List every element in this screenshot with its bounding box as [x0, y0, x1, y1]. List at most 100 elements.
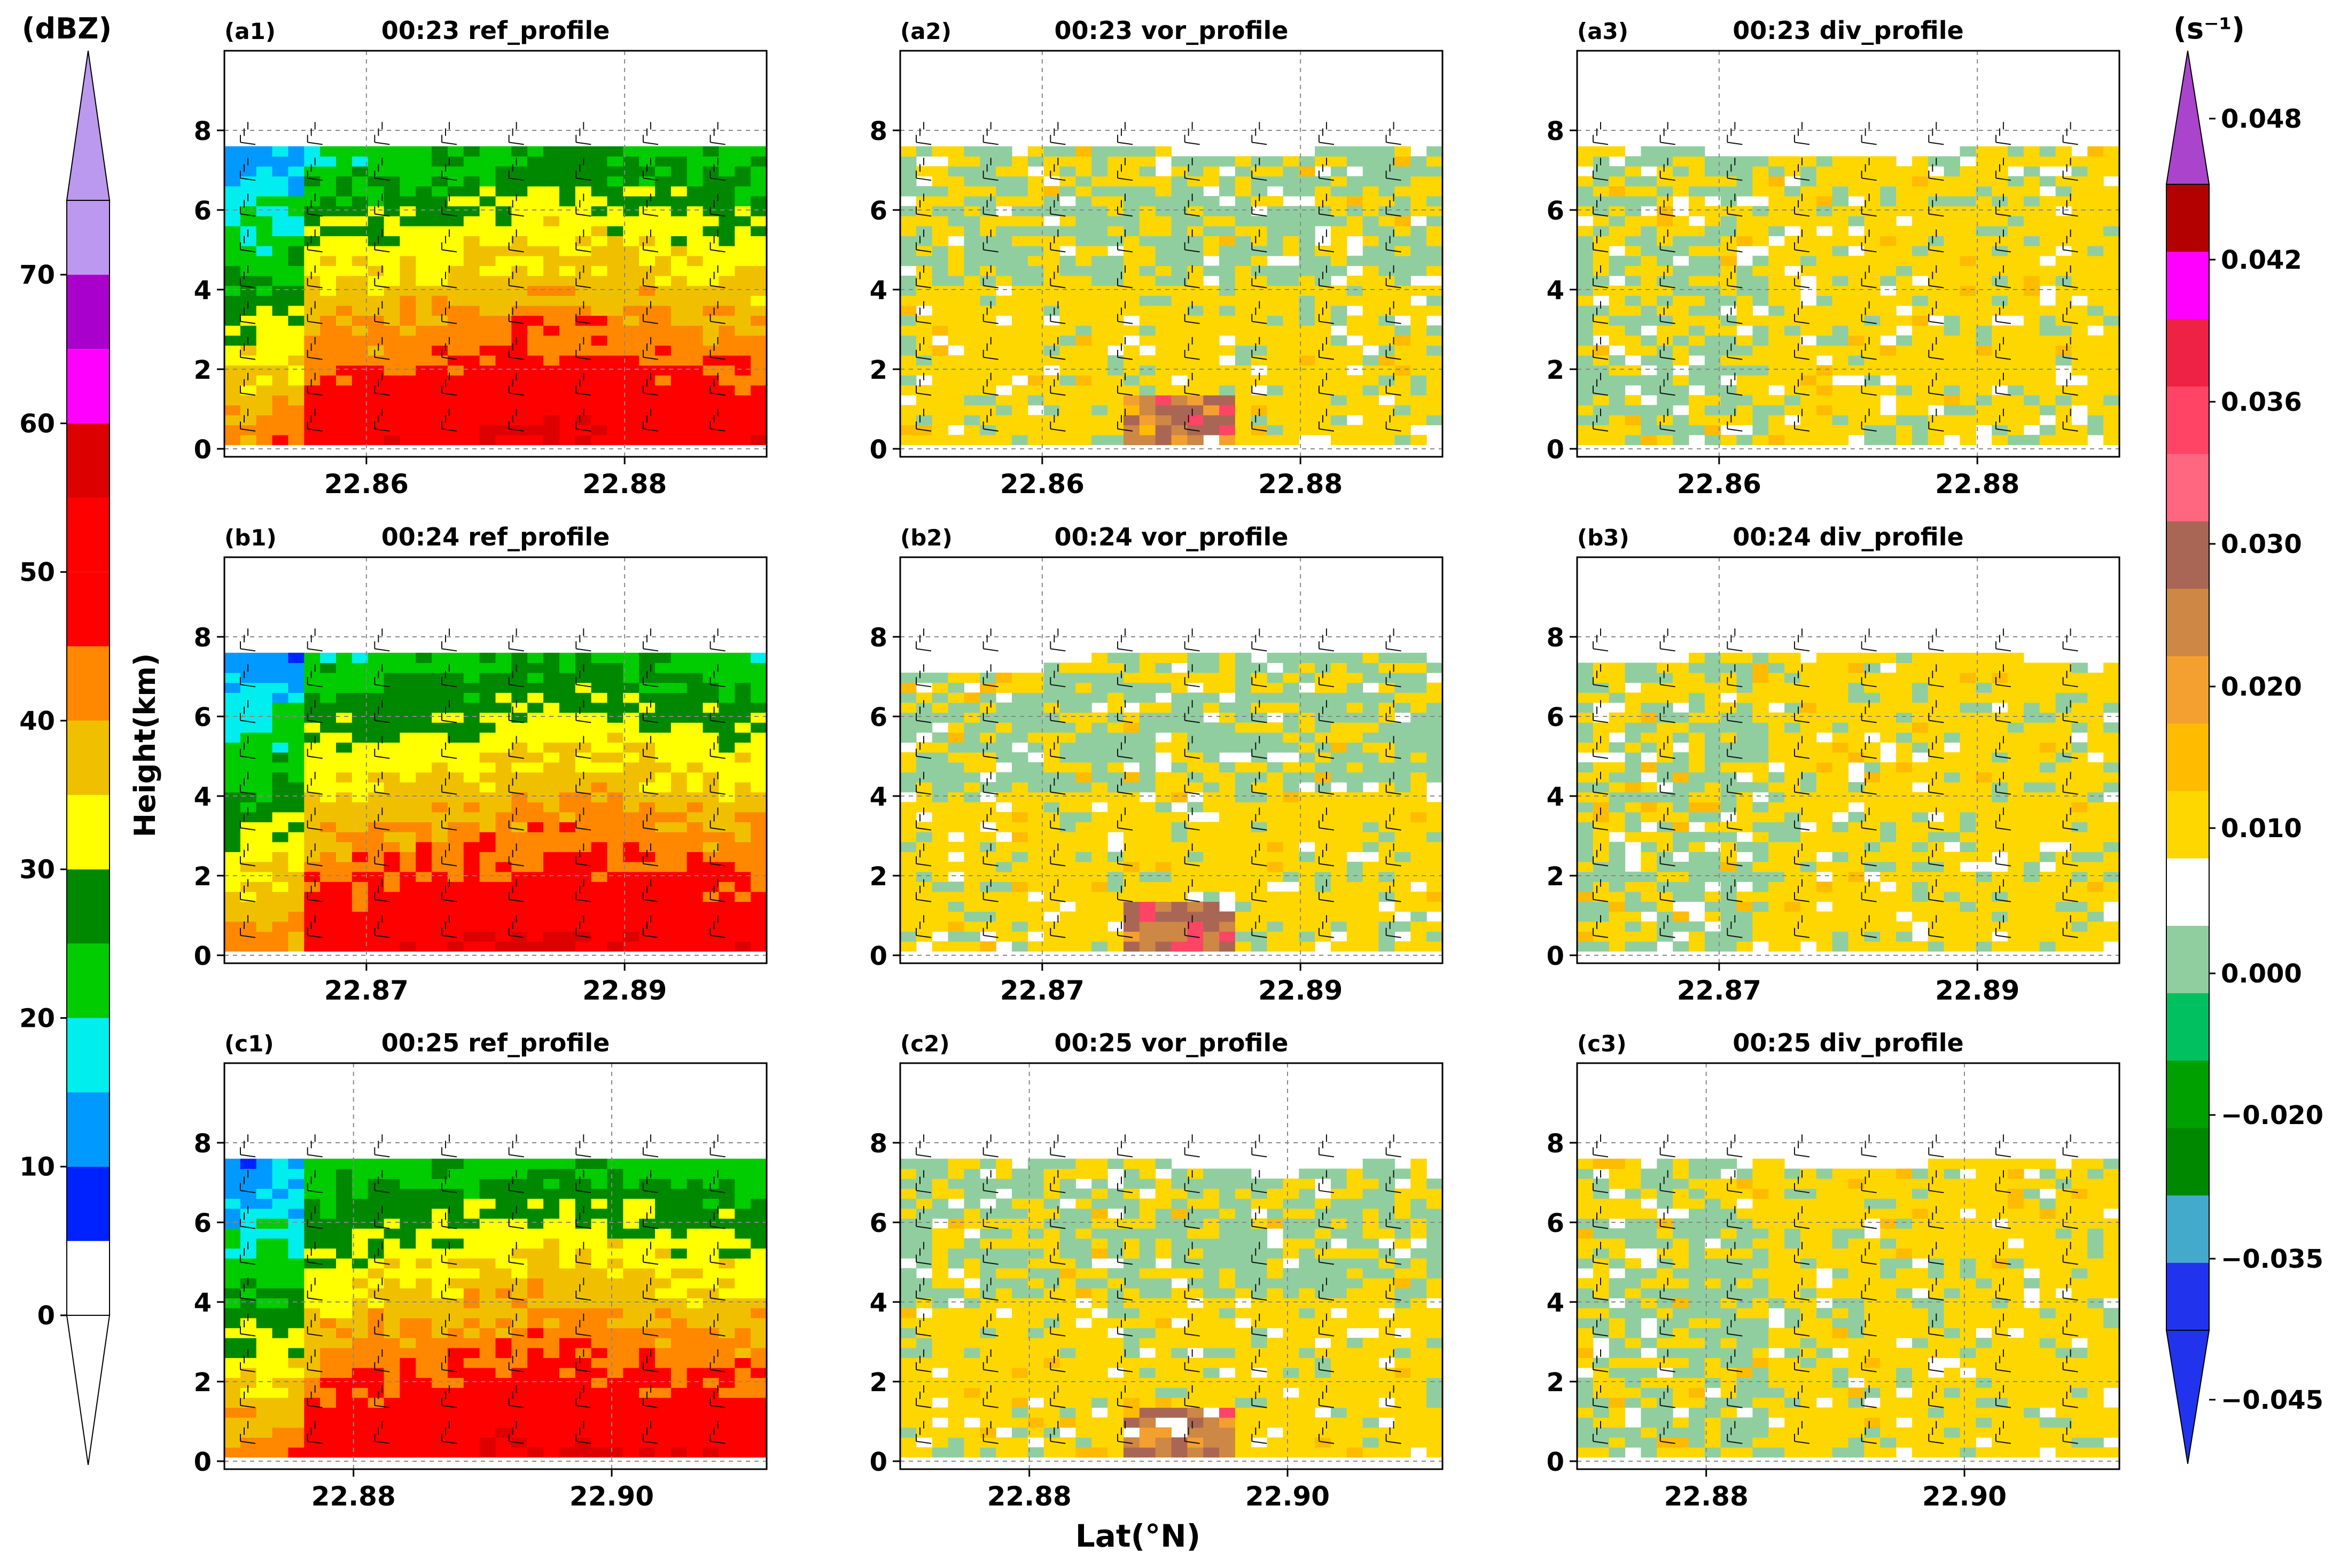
field-cell [463, 385, 480, 396]
field-cell [1139, 206, 1156, 216]
field-cell [1075, 325, 1092, 336]
field-cell [1410, 266, 1427, 276]
field-cell [1673, 325, 1689, 336]
field-cell [1027, 275, 1044, 286]
field-cell [670, 395, 688, 405]
field-cell [735, 702, 751, 713]
field-cell [2039, 405, 2056, 416]
field-cell [591, 225, 608, 237]
field-cell [1362, 405, 1379, 416]
field-cell [655, 802, 672, 813]
field-cell [1641, 186, 1657, 197]
field-cell [432, 931, 448, 942]
field-cell [2071, 236, 2088, 246]
field-cell [1394, 295, 1411, 306]
field-cell [1657, 395, 1673, 405]
field-cell [1673, 435, 1689, 446]
field-cell [1641, 146, 1657, 157]
field-cell [1139, 186, 1156, 197]
field-cell [2087, 395, 2104, 405]
field-cell [607, 931, 623, 942]
field-cell [400, 931, 416, 942]
field-cell [1784, 196, 1801, 207]
field-cell [1027, 862, 1044, 872]
left-colorbar-segment [67, 423, 110, 498]
field-cell [719, 891, 735, 902]
field-cell [1283, 941, 1299, 952]
field-cell [1027, 911, 1044, 922]
wind-barb [240, 408, 256, 432]
field-cell [479, 206, 496, 216]
field-cell [1688, 285, 1705, 296]
field-cell [687, 375, 704, 386]
field-cell [1800, 156, 1817, 167]
field-cell [559, 852, 576, 862]
field-cell [1944, 176, 1961, 186]
field-cell [479, 335, 496, 346]
field-cell [1609, 375, 1626, 386]
field-cell [703, 822, 720, 832]
field-cell [1816, 255, 1833, 266]
field-cell [416, 355, 432, 366]
field-cell [719, 712, 735, 723]
field-cell [1912, 305, 1929, 316]
field-cell [1091, 832, 1108, 842]
field-cell [384, 662, 400, 673]
field-cell [432, 275, 448, 286]
field-cell [336, 712, 353, 723]
field-cell [224, 931, 241, 942]
field-cell [400, 832, 416, 842]
field-cell [1378, 295, 1395, 306]
field-cell [655, 295, 672, 306]
field-cell [495, 722, 512, 733]
field-cell [980, 365, 996, 376]
wind-barb [441, 229, 457, 253]
field-cell [623, 146, 639, 157]
field-cell [1235, 901, 1252, 912]
field-cell [1410, 325, 1427, 336]
field-cell [703, 405, 720, 416]
field-cell [240, 772, 257, 783]
field-cell [591, 266, 608, 276]
field-cell [543, 742, 560, 753]
field-cell [1426, 871, 1442, 882]
field-cell [256, 802, 273, 813]
field-cell [687, 285, 704, 296]
wind-barb [1861, 193, 1877, 217]
field-cell [1283, 305, 1299, 316]
field-cell [1609, 225, 1626, 237]
field-cell [1736, 315, 1753, 326]
field-cell [575, 652, 592, 664]
wind-barb [642, 736, 659, 759]
field-cell [1059, 941, 1076, 952]
field-cell [2008, 405, 2024, 416]
field-cell [1426, 156, 1442, 167]
field-cell [1768, 255, 1785, 266]
field-cell [964, 236, 980, 246]
field-cell [687, 385, 704, 396]
field-cell [1625, 375, 1642, 386]
wind-barb [307, 628, 323, 652]
field-cell [639, 315, 656, 326]
field-cell [1609, 196, 1626, 207]
field-cell [687, 841, 704, 852]
field-cell [2039, 206, 2056, 216]
field-cell [320, 295, 337, 306]
field-cell [432, 295, 448, 306]
field-cell [479, 941, 496, 952]
field-cell [336, 395, 353, 405]
field-cell [1410, 802, 1427, 813]
field-cell [2023, 305, 2040, 316]
field-cell [964, 375, 980, 386]
field-cell [400, 841, 416, 852]
field-cell [1832, 166, 1849, 177]
field-cell [1203, 266, 1220, 276]
field-cell [336, 742, 353, 753]
field-cell [1043, 395, 1060, 405]
field-cell [1139, 881, 1156, 892]
field-cell [964, 841, 980, 852]
field-cell [735, 385, 751, 396]
field-cell [1864, 295, 1881, 306]
right-colorbar-tick-label: 0.030 [2221, 529, 2302, 559]
